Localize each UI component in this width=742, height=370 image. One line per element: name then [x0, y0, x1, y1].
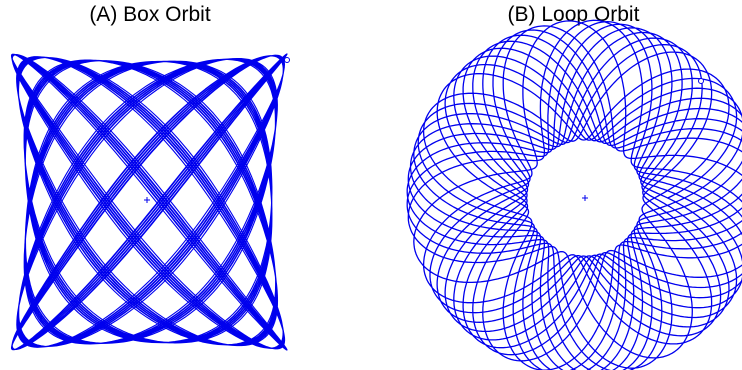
- box-orbit-panel: (A) Box Orbit: [0, 0, 300, 370]
- loop-orbit-start-marker: [698, 78, 704, 84]
- loop-orbit-center-marker: [582, 195, 588, 201]
- box-orbit-plot: [10, 53, 290, 351]
- loop-orbit-plot: [406, 19, 742, 370]
- box-orbit-title: (A) Box Orbit: [89, 3, 211, 26]
- box-orbit-start-marker: [284, 57, 290, 63]
- loop-orbit-panel: (B) Loop Orbit: [405, 0, 742, 370]
- loop-orbit-trajectory: [406, 19, 742, 370]
- loop-orbit-title: (B) Loop Orbit: [507, 3, 640, 26]
- box-orbit-center-marker: [144, 197, 150, 203]
- box-orbit-trajectory: [10, 53, 288, 351]
